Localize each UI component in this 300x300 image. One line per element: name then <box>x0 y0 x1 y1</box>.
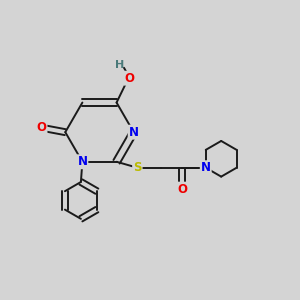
Text: O: O <box>124 72 134 85</box>
Text: O: O <box>37 121 46 134</box>
Text: S: S <box>133 161 142 174</box>
Text: H: H <box>115 60 124 70</box>
Text: N: N <box>129 126 139 139</box>
Text: O: O <box>177 183 187 196</box>
Text: N: N <box>201 161 211 174</box>
Text: N: N <box>77 155 87 168</box>
